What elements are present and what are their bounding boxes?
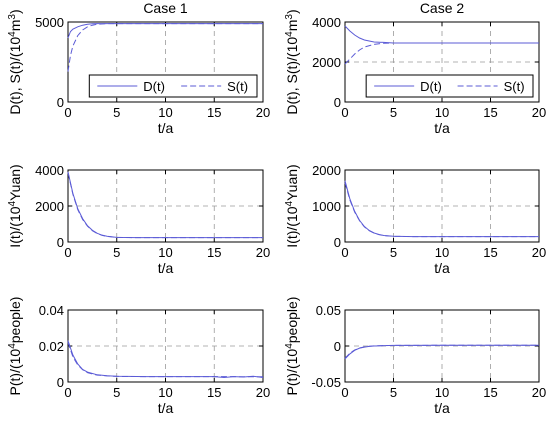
x-tick-label: 15 — [207, 245, 221, 260]
x-tick-label: 5 — [390, 105, 397, 120]
x-tick-label: 5 — [113, 245, 120, 260]
y-axis-label: P(t)/(104people) — [284, 297, 301, 396]
y-axis-label: D(t), S(t)/(104m3) — [7, 9, 24, 114]
y-tick-label: 4000 — [312, 15, 341, 30]
x-tick-label: 0 — [64, 385, 71, 400]
x-axis-label: t/a — [158, 400, 174, 416]
x-tick-label: 5 — [390, 245, 397, 260]
x-tick-label: 0 — [341, 385, 348, 400]
x-tick-label: 20 — [532, 245, 546, 260]
x-tick-label: 10 — [158, 245, 172, 260]
chart-title: Case 2 — [420, 0, 465, 16]
x-tick-label: 20 — [532, 105, 546, 120]
y-axis-label: I(t)/(104Yuan) — [284, 164, 301, 247]
x-tick-label: 20 — [256, 245, 270, 260]
x-tick-label: 5 — [113, 105, 120, 120]
y-tick-label: 0 — [334, 95, 341, 110]
legend-label-2: S(t) — [227, 79, 248, 94]
x-tick-label: 20 — [256, 385, 270, 400]
y-tick-label: 0.05 — [316, 303, 341, 318]
x-tick-label: 15 — [483, 385, 497, 400]
y-tick-label: 2000 — [35, 199, 64, 214]
x-axis-label: t/a — [158, 260, 174, 276]
x-tick-label: 5 — [390, 385, 397, 400]
x-tick-label: 15 — [207, 385, 221, 400]
series-line-2 — [67, 23, 263, 72]
legend-label-2: S(t) — [504, 79, 525, 94]
y-tick-label: 0 — [57, 235, 64, 250]
x-tick-label: 0 — [64, 105, 71, 120]
series-line-2 — [67, 172, 263, 239]
series-line-2 — [67, 342, 264, 378]
x-tick-label: 0 — [341, 245, 348, 260]
chart-panel-1: 0 5 10 15 20 0 5000 Case 1 t/a D(t), S(t)/(104m3)… — [7, 0, 271, 136]
series-line-2 — [344, 42, 539, 65]
y-axis-label: I(t)/(104Yuan) — [7, 164, 24, 247]
x-tick-label: 10 — [435, 385, 449, 400]
x-tick-label: 5 — [113, 385, 120, 400]
series-line-2 — [344, 182, 539, 238]
x-tick-label: 0 — [341, 105, 348, 120]
chart-title: Case 1 — [143, 0, 188, 16]
y-tick-label: 1000 — [312, 199, 341, 214]
y-tick-label: 0 — [57, 95, 64, 110]
y-tick-label: 2000 — [312, 55, 341, 70]
x-tick-label: 20 — [532, 385, 546, 400]
legend-label-1: D(t) — [420, 79, 442, 94]
x-tick-label: 15 — [207, 105, 221, 120]
x-axis-label: t/a — [434, 120, 450, 136]
x-axis-label: t/a — [434, 260, 450, 276]
y-tick-label: 0.02 — [39, 339, 64, 354]
y-tick-label: 4000 — [35, 163, 64, 178]
legend-label-1: D(t) — [143, 79, 165, 94]
y-tick-label: 0.04 — [39, 303, 64, 318]
legend: D(t) S(t) — [365, 74, 534, 98]
x-tick-label: 15 — [483, 105, 497, 120]
y-axis-label: D(t), S(t)/(104m3) — [284, 9, 301, 114]
x-tick-label: 10 — [435, 245, 449, 260]
legend: D(t) S(t) — [88, 74, 258, 98]
y-tick-label: 5000 — [35, 15, 64, 30]
y-tick-label: 2000 — [312, 163, 341, 178]
y-tick-label: 0 — [57, 375, 64, 390]
chart-panel-5: 0 5 10 15 20 0 0.02 0.04 t/a P(t)/(104people) — [7, 297, 271, 416]
chart-panel-3: 0 5 10 15 20 0 2000 4000 t/a I(t)/(104Yuan) — [7, 163, 271, 276]
x-tick-label: 10 — [158, 385, 172, 400]
x-tick-label: 10 — [435, 105, 449, 120]
chart-panel-4: 0 5 10 15 20 0 1000 2000 t/a I(t)/(104Yuan) — [284, 163, 547, 276]
legend-box — [365, 74, 534, 98]
series-line-2 — [344, 344, 539, 359]
chart-panel-2: 0 5 10 15 20 0 2000 4000 Case 2 t/a D(t), S(t)/(10… — [284, 0, 547, 136]
x-tick-label: 20 — [256, 105, 270, 120]
x-tick-label: 0 — [64, 245, 71, 260]
x-tick-label: 15 — [483, 245, 497, 260]
y-tick-label: 0 — [334, 235, 341, 250]
y-tick-label: -0.05 — [311, 375, 341, 390]
x-axis-label: t/a — [158, 120, 174, 136]
y-axis-label: P(t)/(104people) — [7, 297, 24, 396]
x-tick-label: 10 — [158, 105, 172, 120]
legend-box — [88, 74, 258, 98]
x-axis-label: t/a — [434, 400, 450, 416]
y-tick-label: 0 — [334, 339, 341, 354]
